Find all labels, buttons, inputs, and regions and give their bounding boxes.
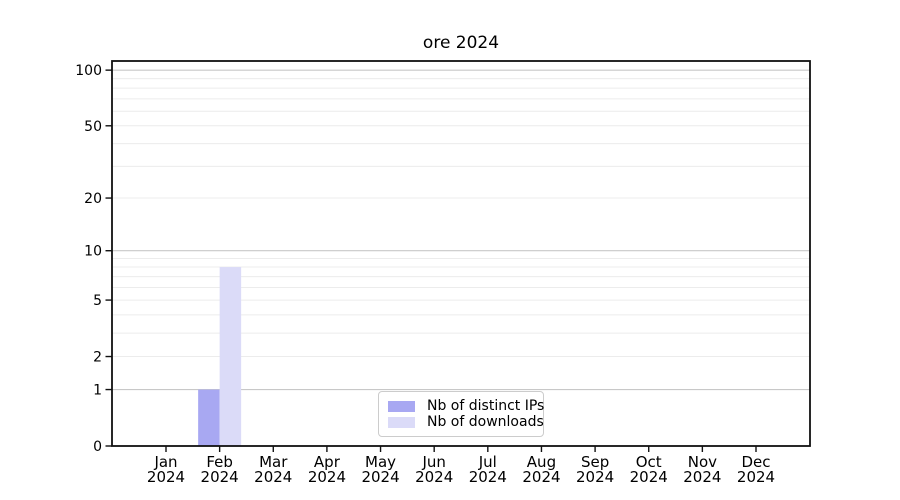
legend-label-downloads: Nb of downloads [427, 414, 544, 430]
legend-label-distinct-ips: Nb of distinct IPs [427, 398, 545, 414]
x-tick-label: Aug 2024 [522, 453, 560, 486]
x-tick-label: Nov 2024 [683, 453, 721, 486]
y-tick-label: 0 [93, 439, 102, 455]
x-tick-label: Oct 2024 [630, 453, 668, 486]
distinct-ips-swatch-icon [388, 400, 415, 412]
bar-downloads [219, 267, 242, 446]
x-tick-label: Jan 2024 [147, 453, 185, 486]
plot-frame [111, 60, 811, 447]
bar-distinct-ips [198, 389, 220, 446]
y-tick-label: 2 [93, 350, 102, 366]
y-tick-label: 5 [93, 293, 102, 309]
legend-item-downloads: Nb of downloads [388, 414, 544, 430]
x-tick-label: Dec 2024 [737, 453, 775, 486]
x-tick-label: Mar 2024 [254, 453, 292, 486]
y-tick-label: 100 [75, 63, 102, 79]
x-tick-label: Jul 2024 [469, 453, 507, 486]
y-tick-label: 50 [84, 119, 102, 135]
y-tick-label: 10 [84, 244, 102, 260]
x-tick-label: May 2024 [361, 453, 399, 486]
chart-title: ore 2024 [422, 33, 500, 53]
legend: Nb of distinct IPs Nb of downloads [378, 391, 544, 437]
downloads-swatch-icon [388, 416, 415, 428]
x-tick-label: Jun 2024 [415, 453, 453, 486]
y-tick-label: 1 [93, 383, 102, 399]
x-tick-label: Apr 2024 [308, 453, 346, 486]
legend-item-distinct-ips: Nb of distinct IPs [388, 398, 544, 414]
x-tick-label: Sep 2024 [576, 453, 614, 486]
x-tick-label: Feb 2024 [201, 453, 239, 486]
y-tick-label: 20 [84, 191, 102, 207]
